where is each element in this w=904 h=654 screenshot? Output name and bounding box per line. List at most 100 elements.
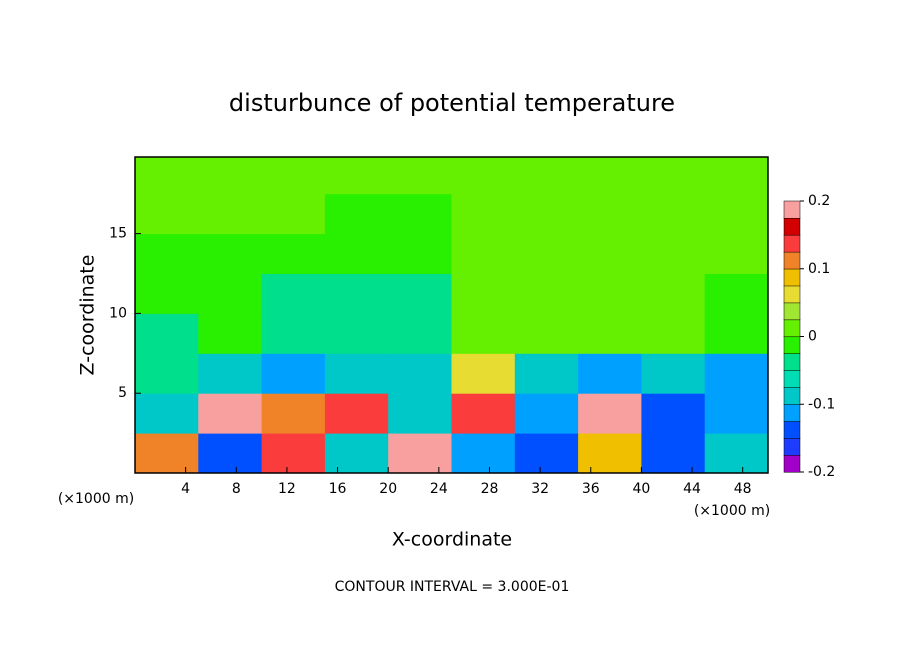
field-cell — [704, 313, 768, 354]
x-tick-label: 4 — [181, 481, 190, 497]
x-tick-label: 28 — [481, 481, 499, 497]
field-cell — [451, 233, 516, 275]
field-cell — [388, 433, 452, 473]
field-cell — [135, 393, 199, 434]
x-tick-label: 16 — [329, 481, 347, 497]
colorbar-swatch — [783, 370, 801, 388]
field-cell — [261, 233, 326, 275]
field-cell — [324, 313, 389, 354]
y-tick-label: 5 — [118, 385, 127, 401]
field-cell — [388, 193, 452, 235]
field-cell — [135, 313, 199, 354]
field-cell — [261, 273, 326, 314]
field-cell — [578, 313, 642, 354]
field-cell — [261, 193, 326, 235]
x-tick-label: 12 — [278, 481, 296, 497]
field-cell — [198, 353, 263, 394]
field-cell — [578, 353, 642, 394]
field-cell — [641, 393, 706, 434]
field-cell — [198, 393, 263, 434]
field-cell — [324, 193, 389, 235]
field-cell — [704, 157, 768, 195]
field-cell — [324, 233, 389, 275]
field-cell — [514, 193, 579, 235]
field-cell — [198, 233, 263, 275]
field-cell — [135, 233, 199, 275]
field-cell — [451, 393, 516, 434]
x-tick-label: 44 — [683, 481, 701, 497]
field-cell — [135, 157, 199, 195]
field-cell — [324, 393, 389, 434]
field-cell — [198, 313, 263, 354]
y-tick-label: 15 — [109, 226, 127, 242]
colorbar-swatch — [783, 319, 801, 338]
field-cell — [451, 353, 516, 394]
field-cell — [704, 353, 768, 394]
field-cell — [198, 193, 263, 235]
field-cell — [578, 157, 642, 195]
colorbar-tick-label: 0 — [808, 329, 817, 345]
field-cell — [324, 433, 389, 473]
field-cell — [514, 353, 579, 394]
field-cell — [704, 433, 768, 473]
field-cell — [514, 313, 579, 354]
field-cell — [198, 433, 263, 473]
colorbar-swatch — [783, 302, 801, 321]
field-cell — [388, 353, 452, 394]
colorbar-tick-label: -0.1 — [808, 396, 835, 412]
colorbar-swatch — [783, 268, 801, 287]
field-cell — [261, 313, 326, 354]
x-tick-label: 20 — [379, 481, 397, 497]
field-cell — [135, 193, 199, 235]
field-cell — [261, 433, 326, 473]
y-tick-label: 10 — [109, 305, 127, 321]
field-cell — [451, 433, 516, 473]
field-cell — [451, 313, 516, 354]
field-cell — [261, 353, 326, 394]
colorbar-tick-label: 0.1 — [808, 261, 830, 277]
field-cell — [514, 157, 579, 195]
field-cell — [198, 157, 263, 195]
field-cell — [324, 353, 389, 394]
footnote: CONTOUR INTERVAL = 3.000E-01 — [335, 579, 570, 595]
field-cell — [135, 433, 199, 473]
x-axis-label: X-coordinate — [392, 529, 512, 551]
field-cell — [388, 157, 452, 195]
colorbar-swatch — [783, 217, 801, 236]
field-cell — [514, 433, 579, 473]
field-cell — [641, 157, 706, 195]
field-cell — [578, 273, 642, 314]
field-cell — [704, 193, 768, 235]
field-cell — [261, 157, 326, 195]
colorbar-swatch — [783, 420, 801, 439]
field-cell — [261, 393, 326, 434]
field-cell — [324, 273, 389, 314]
x-unit-label: (×1000 m) — [58, 491, 134, 507]
colorbar-swatch — [783, 285, 801, 304]
field-cell — [578, 233, 642, 275]
field-cell — [451, 273, 516, 314]
field-cell — [704, 273, 768, 314]
colorbar-swatch — [783, 336, 801, 354]
colorbar-tick-label: -0.2 — [808, 464, 835, 480]
colorbar-swatch — [783, 387, 801, 405]
field-cell — [641, 433, 706, 473]
field-cell — [388, 313, 452, 354]
field-cell — [451, 157, 516, 195]
field-cell — [198, 273, 263, 314]
colorbar-swatch — [783, 437, 801, 456]
field-cell — [578, 393, 642, 434]
colorbar-swatch — [783, 200, 801, 219]
field-cell — [578, 193, 642, 235]
field-cell — [324, 157, 389, 195]
colorbar-swatch — [783, 454, 801, 473]
plot-frame — [134, 156, 769, 474]
field-cell — [388, 393, 452, 434]
x-tick-label: 40 — [632, 481, 650, 497]
colorbar-swatch — [783, 251, 801, 270]
field-cell — [704, 393, 768, 434]
field-cell — [388, 273, 452, 314]
field — [135, 157, 768, 473]
field-cell — [641, 353, 706, 394]
